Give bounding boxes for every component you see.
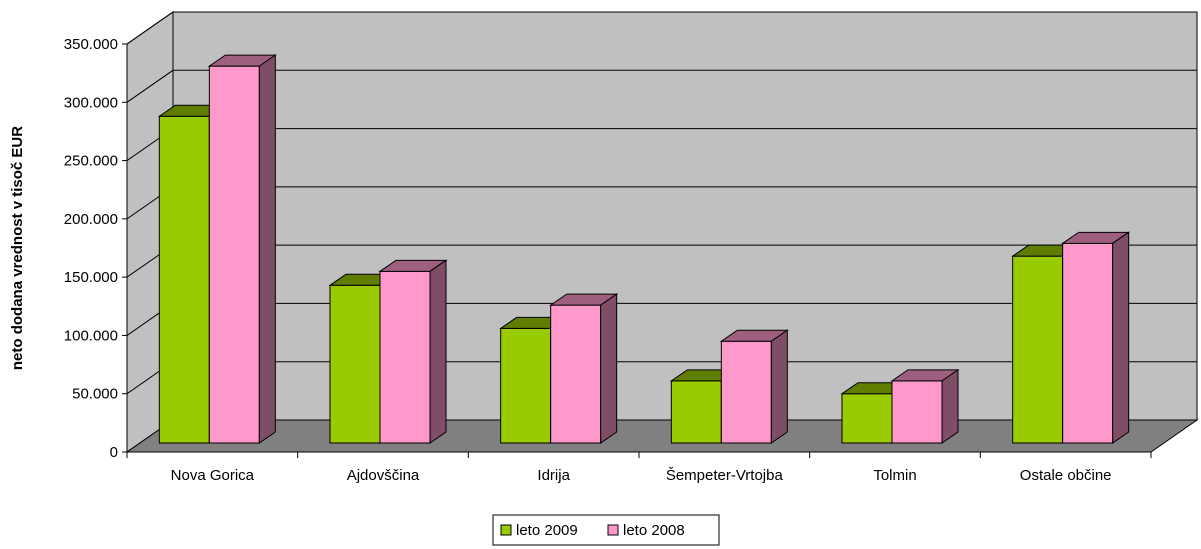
bar-leto-2008-0 [207,54,277,444]
legend-box [492,514,720,546]
bar-front [670,380,722,444]
legend-label: leto 2008 [623,522,685,539]
bar-leto-2008-1 [378,259,448,444]
bar-front [1062,242,1114,444]
y-tick-label: 0 [110,444,118,461]
axes: 0 50.000 100.000 150.000 200.000 250.000 300.0… [64,36,1152,484]
legend-label: leto 2009 [516,522,578,539]
bar-front [1012,255,1064,444]
bar-side [1112,231,1130,444]
bar-side [941,368,959,444]
legend-swatch [500,524,512,536]
bar-front [841,393,893,444]
bar-front [329,284,381,444]
legend-swatch [607,524,619,536]
bar-front [208,65,260,444]
y-axis-title: neto dodana vrednost v tisoč EUR [9,126,26,370]
bar-front [500,327,552,444]
legend: leto 2009 leto 2008 [492,514,720,546]
x-tick-label: Nova Gorica [171,467,255,484]
x-tick-label: Tolmin [873,467,916,484]
x-tick-label: Šempeter-Vrtojba [666,467,784,484]
bar-side [770,329,788,444]
x-tick-label: Ostale občine [1020,467,1112,484]
bar-front [550,304,602,444]
bar-front [379,270,431,444]
bar-leto-2008-4 [890,368,960,444]
bar-front [891,380,943,444]
gridline [126,11,1197,45]
gridline [126,69,1197,103]
y-tick-label: 150.000 [64,269,118,286]
y-tick-label: 200.000 [64,211,118,228]
y-tick-label: 350.000 [64,36,118,53]
bar-leto-2008-2 [549,293,619,444]
y-tick-label: 100.000 [64,327,118,344]
bar-side [429,259,447,444]
bar-leto-2008-3 [719,329,789,444]
bar-side [258,54,276,444]
bar-side [600,293,618,444]
y-tick-label: 50.000 [72,386,118,403]
bar-front [720,340,772,444]
y-tick-label: 250.000 [64,153,118,170]
x-tick-label: Ajdovščina [347,467,420,484]
y-tick-label: 300.000 [64,94,118,111]
bar-front [158,115,210,444]
bars [157,54,1131,444]
bar-leto-2008-5 [1061,231,1131,444]
x-tick-label: Idrija [537,467,570,484]
